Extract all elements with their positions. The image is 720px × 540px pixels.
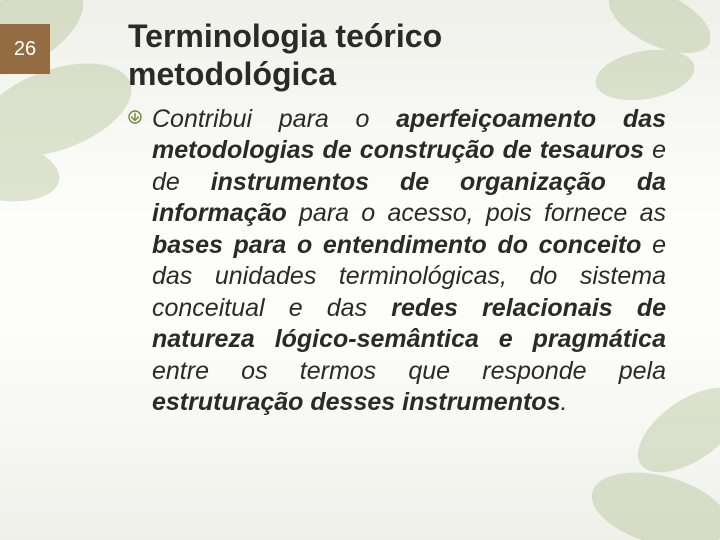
text-segment-bold: estruturação desses instrumentos [152,388,560,416]
title-line-1: Terminologia teórico [128,18,442,54]
slide-body: Contribui para o aperfeiçoamento das met… [128,104,666,419]
slide-content: Terminologia teórico metodológica Contri… [128,18,666,419]
text-segment: . [560,388,567,416]
text-segment: entre os termos que responde pela [152,357,666,385]
text-segment: Contribui para o [152,105,396,133]
body-paragraph: Contribui para o aperfeiçoamento das met… [152,104,666,419]
slide-title: Terminologia teórico metodológica [128,18,666,94]
title-line-2: metodológica [128,56,336,92]
page-number-badge: 26 [0,24,50,74]
text-segment-bold: bases para o entendimento do conceito [152,231,641,259]
text-segment: para o acesso, pois fornece as [287,199,666,227]
page-number: 26 [14,38,36,61]
bullet-icon [128,110,142,124]
